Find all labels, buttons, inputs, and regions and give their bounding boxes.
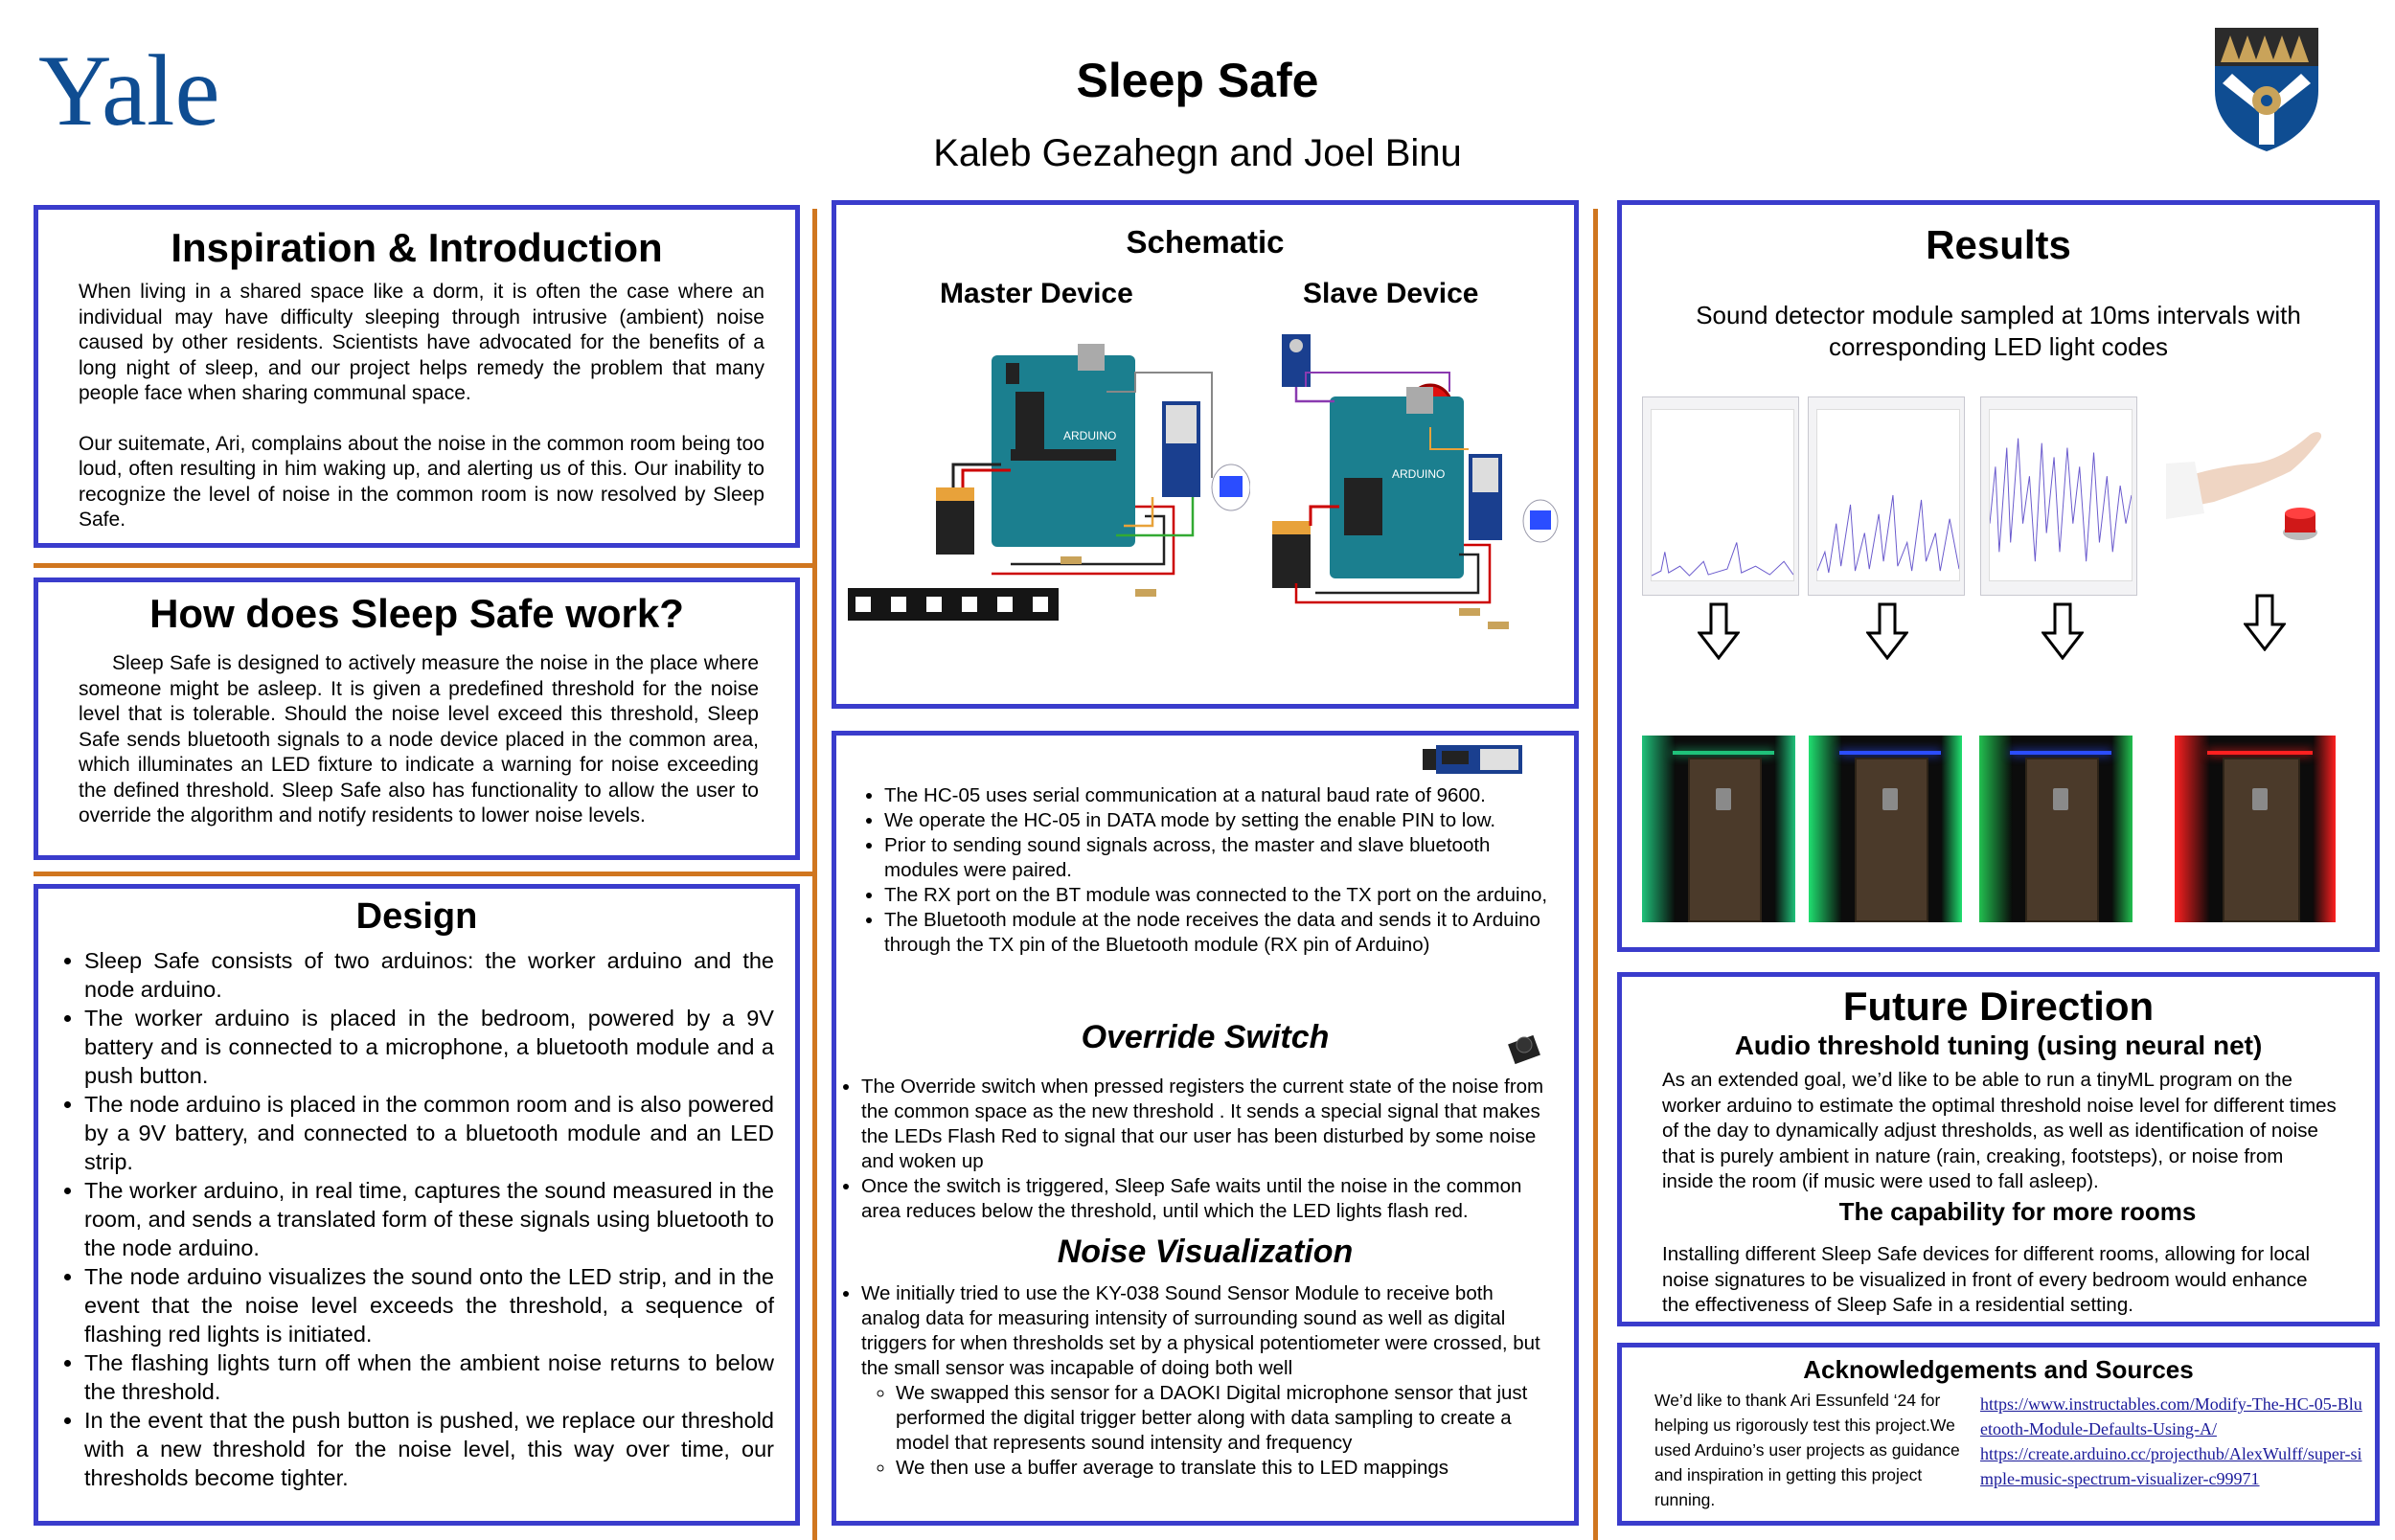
- future-paragraph-2: Installing different Sleep Safe devices …: [1662, 1243, 2311, 1316]
- override-list: The Override switch when pressed registe…: [833, 1075, 1555, 1224]
- noise-sublist: We swapped this sensor for a DAOKI Digit…: [861, 1381, 1549, 1481]
- list-item: We initially tried to use the KY-038 Sou…: [861, 1281, 1549, 1481]
- source-link-2[interactable]: https://create.arduino.cc/projecthub/Ale…: [1980, 1444, 2362, 1488]
- door-led-photo: [1979, 736, 2133, 922]
- results-panel: Results Sound detector module sampled at…: [1617, 200, 2380, 952]
- bluetooth-list-item: We operate the HC-05 in DATA mode by set…: [884, 808, 1562, 833]
- noise-list: We initially tried to use the KY-038 Sou…: [833, 1281, 1549, 1481]
- override-list-item: Once the switch is triggered, Sleep Safe…: [861, 1174, 1555, 1224]
- hand-pressing-button-image: [2166, 406, 2334, 550]
- poster-title: Sleep Safe: [1076, 54, 1319, 107]
- design-list-item: The worker arduino is placed in the bedr…: [84, 1004, 774, 1090]
- design-panel: Design Sleep Safe consists of two arduin…: [34, 884, 800, 1526]
- ack-panel: Acknowledgements and Sources We’d like t…: [1617, 1343, 2380, 1526]
- bluetooth-list-item: The RX port on the BT module was connect…: [884, 883, 1562, 908]
- intro-title: Inspiration & Introduction: [171, 225, 663, 270]
- noise-sublist-item: We swapped this sensor for a DAOKI Digit…: [896, 1381, 1549, 1456]
- sound-plot-3: [1980, 396, 2137, 596]
- yale-logo: Yale: [38, 34, 220, 147]
- design-list-item: The node arduino visualizes the sound on…: [84, 1262, 774, 1348]
- master-schematic-diagram: ARDUINO: [848, 334, 1251, 626]
- bluetooth-list-item: Prior to sending sound signals across, t…: [884, 833, 1562, 883]
- down-arrow-icon: [2244, 594, 2286, 651]
- override-title: Override Switch: [1081, 1019, 1330, 1055]
- slave-schematic-diagram: ARDUINO: [1239, 334, 1564, 645]
- override-list-item: The Override switch when pressed registe…: [861, 1075, 1555, 1174]
- slave-label: Slave Device: [1303, 278, 1479, 309]
- down-arrow-icon: [2041, 602, 2084, 660]
- svg-text:ARDUINO: ARDUINO: [1063, 429, 1116, 442]
- divider-h2: [34, 872, 812, 876]
- results-title: Results: [1926, 222, 2071, 267]
- how-title: How does Sleep Safe work?: [149, 591, 684, 636]
- source-link-1[interactable]: https://www.instructables.com/Modify-The…: [1980, 1394, 2362, 1438]
- sound-plot-2: [1808, 396, 1965, 596]
- future-title: Future Direction: [1842, 984, 2155, 1029]
- yale-shield-icon: [2211, 24, 2322, 159]
- future-panel: Future Direction Audio threshold tuning …: [1617, 972, 2380, 1326]
- future-subtitle-1: Audio threshold tuning (using neural net…: [1734, 1030, 2263, 1060]
- master-label: Master Device: [940, 278, 1133, 309]
- details-panel: The HC-05 uses serial communication at a…: [832, 731, 1579, 1526]
- poster-authors: Kaleb Gezahegn and Joel Binu: [933, 132, 1462, 174]
- hc05-module-icon: [1423, 739, 1528, 784]
- noise-item-text: We initially tried to use the KY-038 Sou…: [861, 1282, 1540, 1379]
- design-list-item: The node arduino is placed in the common…: [84, 1090, 774, 1176]
- bluetooth-list-item: The Bluetooth module at the node receive…: [884, 908, 1562, 958]
- door-led-photo: [2175, 736, 2336, 922]
- noise-sublist-item: We then use a buffer average to translat…: [896, 1456, 1549, 1481]
- how-paragraph: Sleep Safe is designed to actively measu…: [79, 652, 759, 827]
- door-led-photo: [1809, 736, 1962, 922]
- results-subtitle: Sound detector module sampled at 10ms in…: [1696, 301, 2301, 361]
- divider-h1: [34, 563, 812, 568]
- noise-title: Noise Visualization: [1057, 1234, 1354, 1270]
- push-button-icon: [1505, 1028, 1543, 1073]
- intro-paragraph-1: When living in a shared space like a dor…: [79, 281, 764, 404]
- intro-panel: Inspiration & Introduction When living i…: [34, 205, 800, 548]
- design-list-item: In the event that the push button is pus…: [84, 1406, 774, 1492]
- schematic-panel: Schematic Master Device Slave Device ARD…: [832, 200, 1579, 709]
- bluetooth-list-item: The HC-05 uses serial communication at a…: [884, 783, 1562, 808]
- ack-title: Acknowledgements and Sources: [1803, 1355, 2194, 1384]
- down-arrow-icon: [1866, 602, 1908, 660]
- design-title: Design: [355, 896, 478, 937]
- bluetooth-list: The HC-05 uses serial communication at a…: [855, 783, 1562, 958]
- design-list-item: The worker arduino, in real time, captur…: [84, 1176, 774, 1262]
- future-paragraph-1: As an extended goal, we’d like to be abl…: [1662, 1069, 2337, 1192]
- led-strip-icon: [848, 588, 1059, 625]
- how-panel: How does Sleep Safe work? Sleep Safe is …: [34, 578, 800, 860]
- design-list: Sleep Safe consists of two arduinos: the…: [56, 946, 774, 1492]
- future-subtitle-2: The capability for more rooms: [1838, 1197, 2197, 1226]
- design-list-item: The flashing lights turn off when the am…: [84, 1348, 774, 1406]
- svg-text:ARDUINO: ARDUINO: [1392, 467, 1445, 481]
- divider-right: [1593, 209, 1598, 1540]
- intro-paragraph-2: Our suitemate, Ari, complains about the …: [79, 432, 764, 532]
- design-list-item: Sleep Safe consists of two arduinos: the…: [84, 946, 774, 1004]
- ack-text: We’d like to thank Ari Essunfeld ‘24 for…: [1654, 1391, 1960, 1509]
- divider-left: [812, 209, 817, 1540]
- door-led-photo: [1642, 736, 1795, 922]
- down-arrow-icon: [1698, 602, 1740, 660]
- sound-plot-1: [1642, 396, 1799, 596]
- schematic-title: Schematic: [1126, 224, 1285, 260]
